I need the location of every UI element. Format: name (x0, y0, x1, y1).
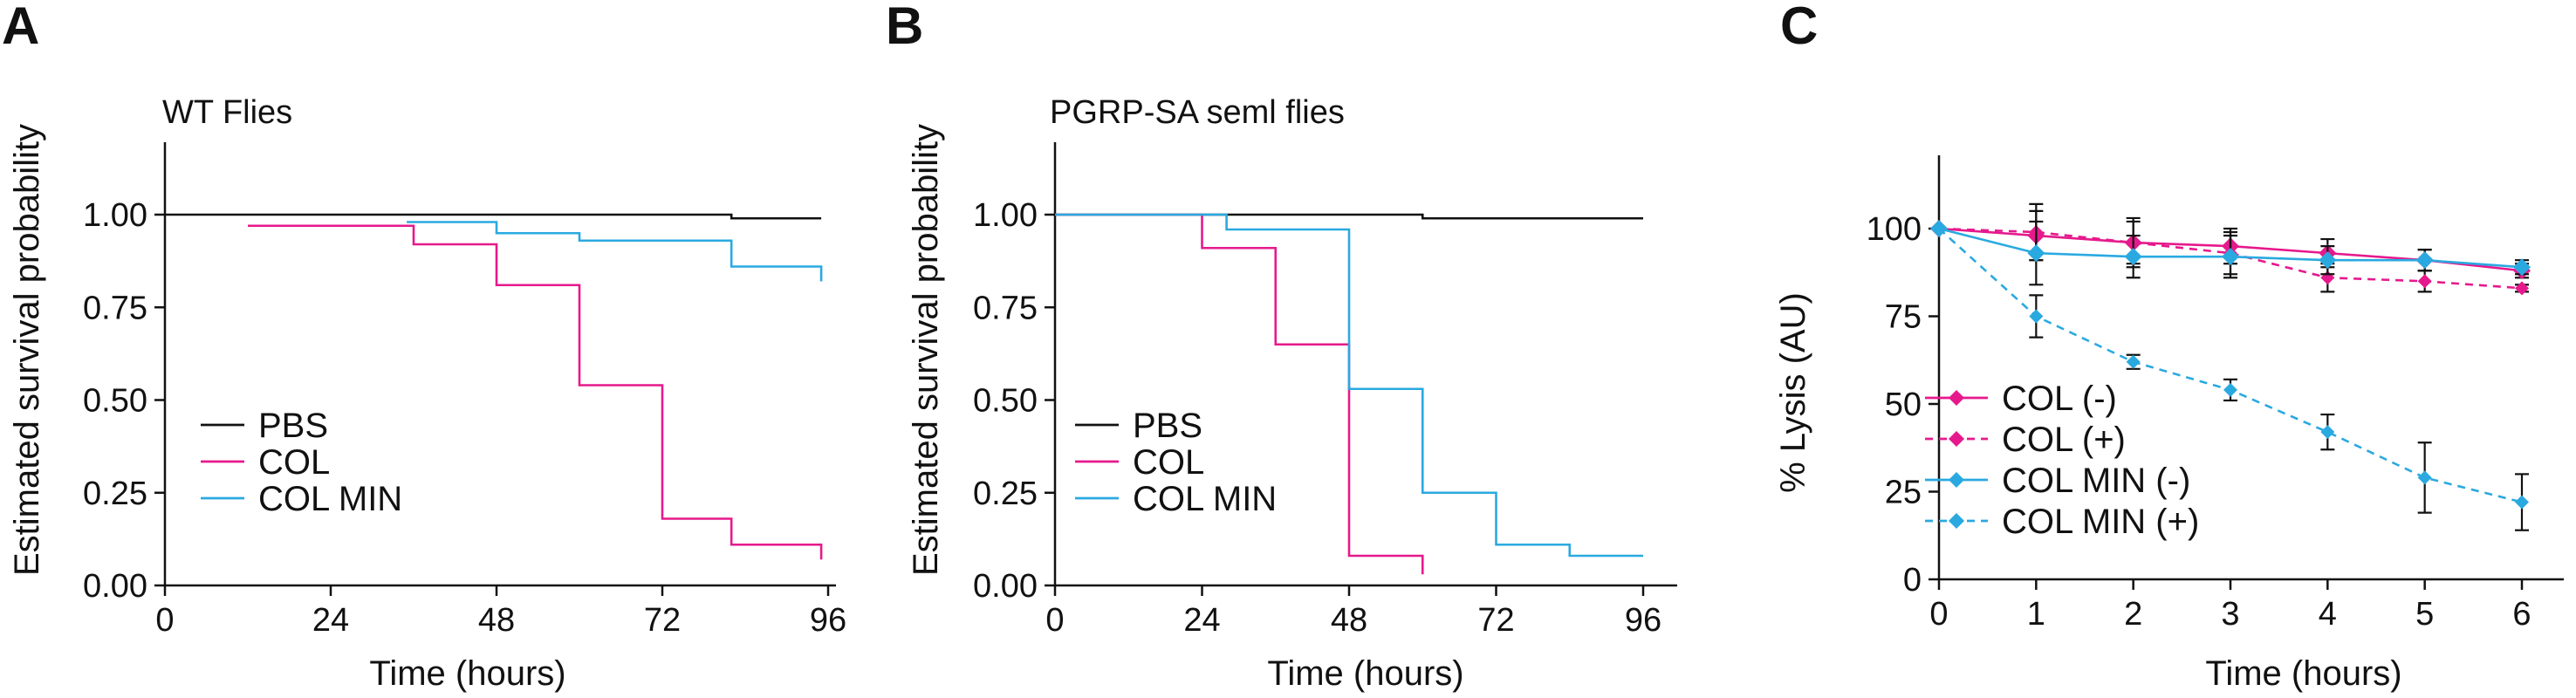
panel-c-x-tick-label: 4 (2319, 596, 2337, 633)
panel-c-x-tick-label: 2 (2124, 596, 2142, 633)
panel-b-series-col-min-line (1055, 213, 1643, 558)
panel-b-y-axis-title: Estimated survival probability (907, 124, 945, 576)
panel-c-plot (1930, 202, 2531, 531)
panel-a-letter: A (2, 0, 39, 55)
panel-a-x-tick-label: 0 (155, 602, 174, 639)
panel-c-legend-col-label: COL (+) (2002, 421, 2126, 459)
panel-c-y-tick-label: 25 (1885, 475, 1922, 511)
panel-a-x-tick-label: 24 (312, 602, 349, 639)
panel-c-y-tick-label: 75 (1885, 299, 1922, 336)
panel-c-series-col-min-point (2223, 382, 2237, 397)
panel-c-y-tick-label: 0 (1903, 562, 1922, 599)
panel-c-series-col-min-point (2124, 248, 2142, 266)
panel-a-y-tick-label: 1.00 (83, 197, 147, 234)
panel-b-legend-col-label: COL (1133, 443, 1204, 482)
panel-c-legend: COL (-)COL (+)COL MIN (-)COL MIN (+) (1925, 380, 2199, 541)
panel-b-y-tick-label: 1.00 (973, 197, 1038, 234)
panel-c-legend-col-min-label: COL MIN (+) (2002, 503, 2199, 541)
panel-c-legend-col-min-marker (1949, 513, 1964, 529)
panel-a-y-tick-label: 0.25 (83, 476, 147, 512)
panel-c-y-tick-label: 100 (1867, 211, 1922, 248)
panel-b-title: PGRP-SA seml flies (1050, 94, 1345, 131)
panel-c-legend-col-marker (1949, 390, 1964, 406)
panel-c-y-axis-title: % Lysis (AU) (1774, 292, 1812, 493)
panel-a-series-pbs-line (165, 213, 822, 220)
panel-a-y-tick-label: 0.75 (83, 290, 147, 326)
panel-b-x-tick-label: 0 (1045, 602, 1064, 639)
panel-b-y-tick-label: 0.00 (973, 568, 1038, 605)
panel-c-x-tick-label: 6 (2512, 596, 2531, 633)
panel-a-x-tick-label: 72 (644, 602, 681, 639)
panel-b-x-tick-label: 72 (1477, 602, 1514, 639)
panel-c-x-tick-label: 0 (1929, 596, 1948, 633)
panel-c-x-tick-label: 3 (2221, 596, 2239, 633)
panel-c-series-col-min-point (2513, 258, 2531, 277)
panel-b-x-tick-label: 24 (1183, 602, 1220, 639)
panel-c-series-col-min-point (1932, 222, 1946, 236)
panel-c-series-col-min-point (2027, 244, 2045, 263)
panel-c-x-tick-label: 1 (2027, 596, 2045, 633)
panel-a-series-col-min-line (407, 221, 823, 282)
panel-b-axes: 0.00 0.25 0.50 0.75 1.00 0 24 48 72 96 (973, 142, 1677, 639)
panel-c-series-col-min-point (2320, 425, 2335, 440)
panel-b: B PGRP-SA seml flies Estimated survival … (886, 0, 1677, 693)
panel-c-series-col-min-point (2029, 309, 2044, 324)
panel-b-x-tick-label: 48 (1331, 602, 1367, 639)
panel-b-y-tick-label: 0.25 (973, 476, 1038, 512)
panel-c-legend-col-marker (1949, 431, 1964, 447)
panel-a-legend-col-min-label: COL MIN (258, 480, 402, 518)
panel-b-y-tick-label: 0.75 (973, 290, 1038, 326)
panel-a-y-axis-title: Estimated survival probability (8, 124, 46, 576)
panel-c-legend-col-min-label: COL MIN (-) (2002, 462, 2190, 500)
panel-c-series-col-min-point (2417, 470, 2432, 485)
panel-c-x-tick-label: 5 (2415, 596, 2434, 633)
panel-a: A WT Flies Estimated survival probabilit… (2, 0, 846, 693)
panel-a-x-tick-label: 96 (810, 602, 846, 639)
panel-a-x-tick-label: 48 (478, 602, 515, 639)
panel-a-y-tick-label: 0.50 (83, 383, 147, 420)
panel-c-legend-col-min-marker (1949, 472, 1964, 488)
panel-b-letter: B (886, 0, 923, 55)
panel-b-legend-pbs-label: PBS (1133, 407, 1202, 445)
panel-a-x-axis-title: Time (hours) (369, 654, 565, 693)
panel-b-legend-col-min-label: COL MIN (1133, 480, 1277, 518)
panel-c-series-col-min-point (2319, 251, 2337, 270)
panel-b-y-tick-label: 0.50 (973, 383, 1038, 420)
panel-a-legend-pbs-label: PBS (258, 407, 328, 445)
panel-c-x-axis-title: Time (hours) (2205, 654, 2401, 693)
panel-c-series-col-point (2515, 281, 2529, 296)
panel-a-title: WT Flies (162, 94, 292, 131)
panel-a-series-col-line (248, 224, 823, 560)
panel-b-x-tick-label: 96 (1625, 602, 1661, 639)
panel-b-series-col-line (1055, 213, 1424, 575)
panel-a-legend-col-label: COL (258, 443, 330, 482)
panel-a-axes: 0.00 0.25 0.50 0.75 1.00 0 24 48 72 96 (83, 142, 846, 639)
panel-c-series-col-min-point (2515, 495, 2529, 510)
panel-c-letter: C (1780, 0, 1818, 55)
panel-a-y-tick-label: 0.00 (83, 568, 147, 605)
panel-b-plot (1055, 213, 1643, 575)
panel-a-plot (165, 213, 823, 560)
panel-b-series-pbs-line (1055, 213, 1643, 220)
panel-c-y-tick-label: 50 (1885, 387, 1922, 423)
panel-c-legend-col-label: COL (-) (2002, 380, 2117, 418)
panel-b-x-axis-title: Time (hours) (1267, 654, 1463, 693)
panel-c-series-col-point (2417, 274, 2432, 289)
panel-c-series-col-min-point (2415, 251, 2434, 270)
panel-c-series-col-min-point (2222, 248, 2239, 266)
panel-c-series-col-min-point (2126, 354, 2141, 369)
panel-c-axes: 0 25 50 75 100 0 1 2 3 4 5 6 (1867, 155, 2564, 633)
